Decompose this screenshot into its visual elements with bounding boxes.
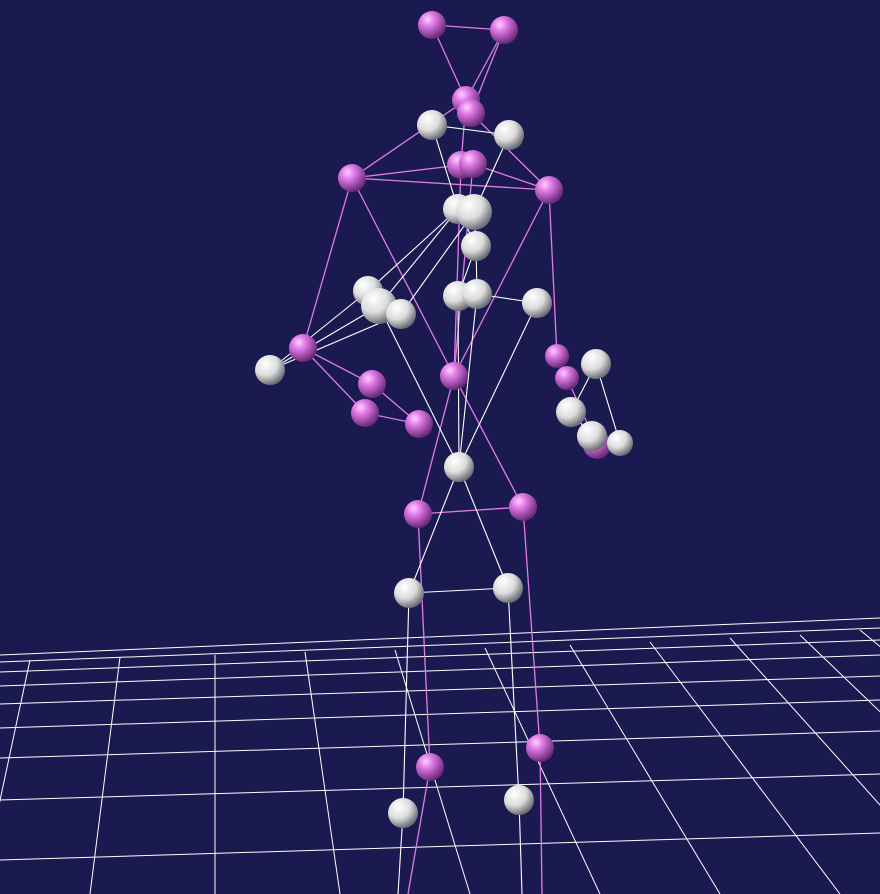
joint-a-kneeR[interactable] [526,734,554,762]
bone-a [417,375,455,515]
bone-b [408,466,460,594]
joint-b-spine3[interactable] [461,231,491,261]
bone-b [458,302,538,468]
joint-a-neck2[interactable] [457,99,485,127]
joint-a-handL2[interactable] [351,399,379,427]
joint-b-chest2[interactable] [462,279,492,309]
bone-a [351,99,467,179]
joint-a-pelvis[interactable] [440,362,468,390]
joint-a-hipR[interactable] [509,493,537,521]
bone-a [470,112,550,191]
joint-b-footR[interactable] [504,785,534,815]
joint-a-wrR[interactable] [555,366,579,390]
grid-line [649,641,841,894]
joint-a-headL[interactable] [418,11,446,39]
bone-b [507,587,520,801]
joint-a-chest2[interactable] [459,150,487,178]
joint-b-shR[interactable] [494,120,524,150]
bone-b [269,305,380,371]
bone-b [367,208,459,292]
bone-a [539,747,543,894]
grid-line [0,659,31,803]
bone-a [453,375,524,508]
bone-b [400,211,475,315]
joint-a-kneeL[interactable] [416,753,444,781]
grid-line [484,647,601,894]
grid-line [0,730,880,759]
bone-a [417,513,431,768]
grid-line [0,617,880,656]
joint-b-spine2[interactable] [456,194,492,230]
bone-a [302,347,366,414]
bone-b [518,799,523,894]
grid-line [0,654,880,687]
grid-line [0,699,880,729]
grid-line [729,637,880,806]
joint-b-handL[interactable] [255,355,285,385]
bone-a [548,189,558,357]
joint-a-elbL[interactable] [289,334,317,362]
joint-a-handL3[interactable] [405,410,433,438]
joint-a-shL[interactable] [338,164,366,192]
joint-a-handL1[interactable] [358,370,386,398]
joint-b-armL3[interactable] [386,299,416,329]
grid-line [0,832,880,861]
joint-a-hipL[interactable] [404,500,432,528]
joint-b-footL[interactable] [388,798,418,828]
bone-a [407,766,431,894]
joint-b-handR3[interactable] [577,421,607,451]
bone-b [408,587,509,594]
bone-a [522,506,541,749]
joint-b-handR2[interactable] [556,397,586,427]
bone-a [417,506,524,515]
bone-b [458,293,478,468]
grid-line [304,651,341,894]
bone-a [351,164,462,179]
grid-line [799,634,880,713]
floor-grid [0,617,880,894]
joint-b-kneeR[interactable] [493,573,523,603]
bone-b [402,592,410,814]
grid-line [569,644,721,894]
joint-a-shR[interactable] [535,176,563,204]
joint-a-elbR[interactable] [545,344,569,368]
joint-b-elbR[interactable] [522,288,552,318]
bone-b [269,290,369,371]
grid-line [89,656,121,894]
bone-b [378,305,460,468]
grid-line [0,627,880,663]
joint-a-headR[interactable] [490,16,518,44]
joint-b-shL[interactable] [417,110,447,140]
bone-a [302,177,353,349]
bone-b [378,208,459,307]
bone-b [458,466,509,589]
joint-b-handR4[interactable] [607,430,633,456]
bone-a [453,189,550,377]
grid-line [0,675,880,705]
joint-b-handR1[interactable] [581,349,611,379]
skeleton-joints [255,11,633,828]
grid-line [0,773,880,801]
joint-b-kneeL[interactable] [394,578,424,608]
grid-line [0,639,880,673]
joint-b-hip[interactable] [444,452,474,482]
